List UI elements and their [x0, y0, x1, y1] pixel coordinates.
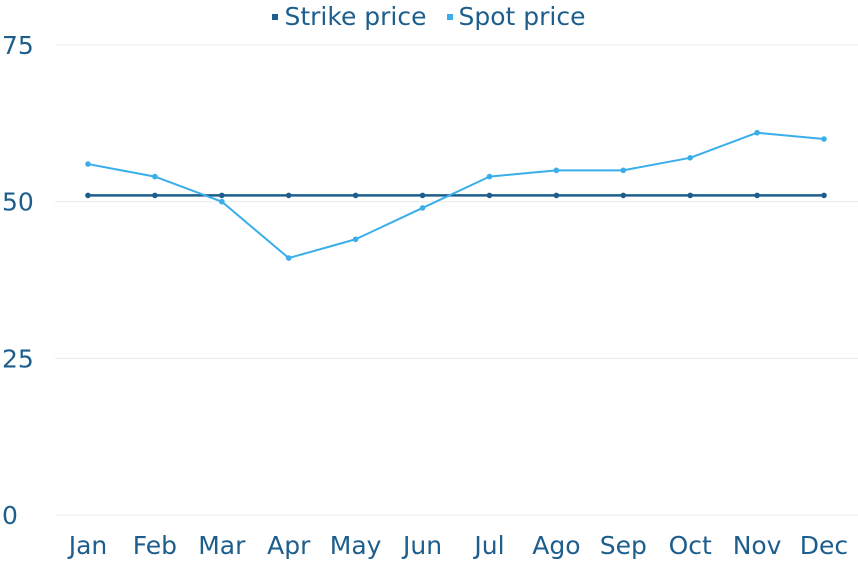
gridlines — [55, 44, 858, 516]
chart-legend: Strike price Spot price — [0, 2, 858, 31]
data-point-spot-price — [620, 167, 627, 174]
x-axis-tick-labels: Jan Feb Mar Apr May Jun Jul Ago Sep Oct Nov Dec — [67, 531, 848, 560]
data-point-strike-price — [152, 192, 158, 199]
x-tick-label: May — [330, 531, 382, 560]
data-point-strike-price — [821, 192, 827, 199]
y-tick-label: 0 — [2, 501, 18, 530]
data-point-spot-price — [754, 129, 760, 136]
legend-swatch-strike-price — [272, 13, 279, 20]
data-point-strike-price — [219, 192, 225, 199]
data-point-spot-price — [152, 173, 158, 180]
legend-label-spot-price: Spot price — [458, 2, 586, 31]
data-point-spot-price — [821, 136, 827, 142]
data-point-strike-price — [754, 192, 760, 199]
data-point-strike-price — [419, 192, 426, 199]
legend-swatch-spot-price — [446, 13, 453, 20]
x-tick-label: Apr — [267, 531, 311, 560]
x-tick-label: Sep — [600, 531, 647, 560]
y-tick-label: 50 — [2, 188, 34, 217]
data-point-strike-price — [486, 192, 493, 199]
data-point-strike-price — [687, 192, 693, 199]
x-tick-label: Mar — [198, 531, 246, 560]
data-point-spot-price — [553, 167, 560, 174]
y-tick-label: 25 — [2, 344, 34, 373]
data-point-strike-price — [352, 192, 359, 199]
legend-label-strike-price: Strike price — [284, 2, 427, 31]
y-tick-label: 75 — [2, 31, 34, 60]
series-line-spot-price — [87, 131, 825, 260]
legend-item-strike-price: Strike price — [272, 2, 427, 31]
y-axis-tick-labels: 0 25 50 75 — [2, 31, 34, 530]
data-point-strike-price — [85, 192, 91, 199]
data-point-spot-price — [419, 205, 426, 211]
legend-item-spot-price: Spot price — [446, 2, 586, 31]
data-point-spot-price — [219, 198, 225, 205]
data-point-spot-price — [85, 161, 91, 167]
data-point-strike-price — [285, 192, 292, 199]
series-lines — [85, 129, 827, 261]
x-tick-label: Feb — [133, 531, 177, 560]
x-tick-label: Jun — [401, 531, 442, 560]
data-point-spot-price — [687, 155, 693, 161]
x-tick-label: Dec — [800, 531, 848, 560]
data-point-strike-price — [553, 192, 560, 199]
x-tick-label: Nov — [733, 531, 782, 560]
data-point-spot-price — [486, 173, 493, 180]
x-tick-label: Jul — [472, 531, 504, 560]
x-tick-label: Jan — [67, 531, 108, 560]
x-tick-label: Ago — [532, 531, 580, 560]
x-tick-label: Oct — [669, 531, 712, 560]
data-point-spot-price — [352, 236, 359, 243]
data-point-strike-price — [620, 192, 627, 199]
data-point-spot-price — [285, 255, 292, 261]
